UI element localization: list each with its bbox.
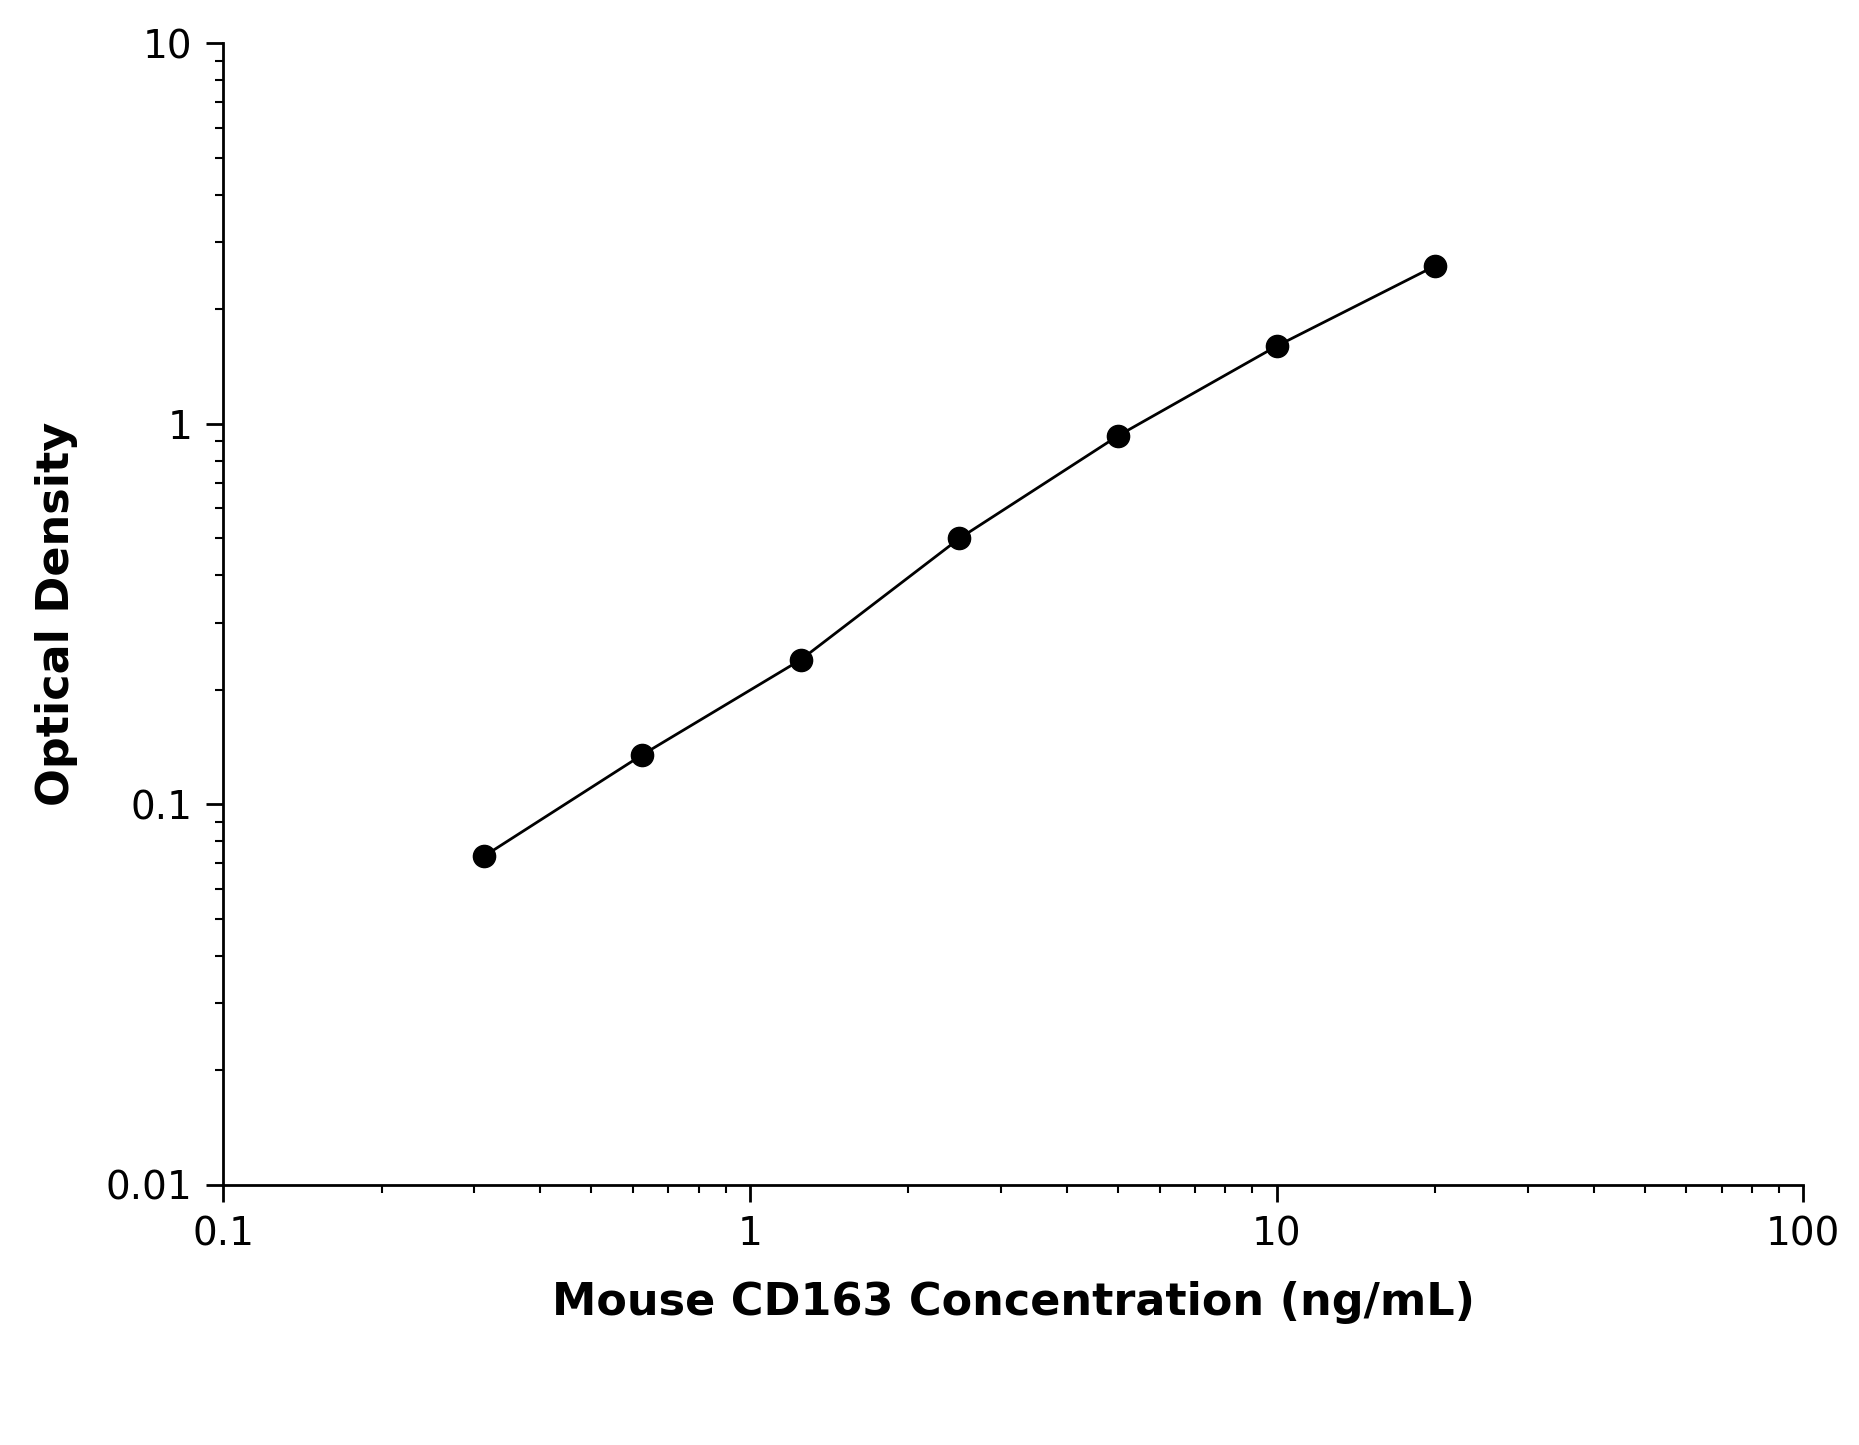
Y-axis label: Optical Density: Optical Density	[35, 422, 78, 806]
X-axis label: Mouse CD163 Concentration (ng/mL): Mouse CD163 Concentration (ng/mL)	[552, 1282, 1474, 1324]
